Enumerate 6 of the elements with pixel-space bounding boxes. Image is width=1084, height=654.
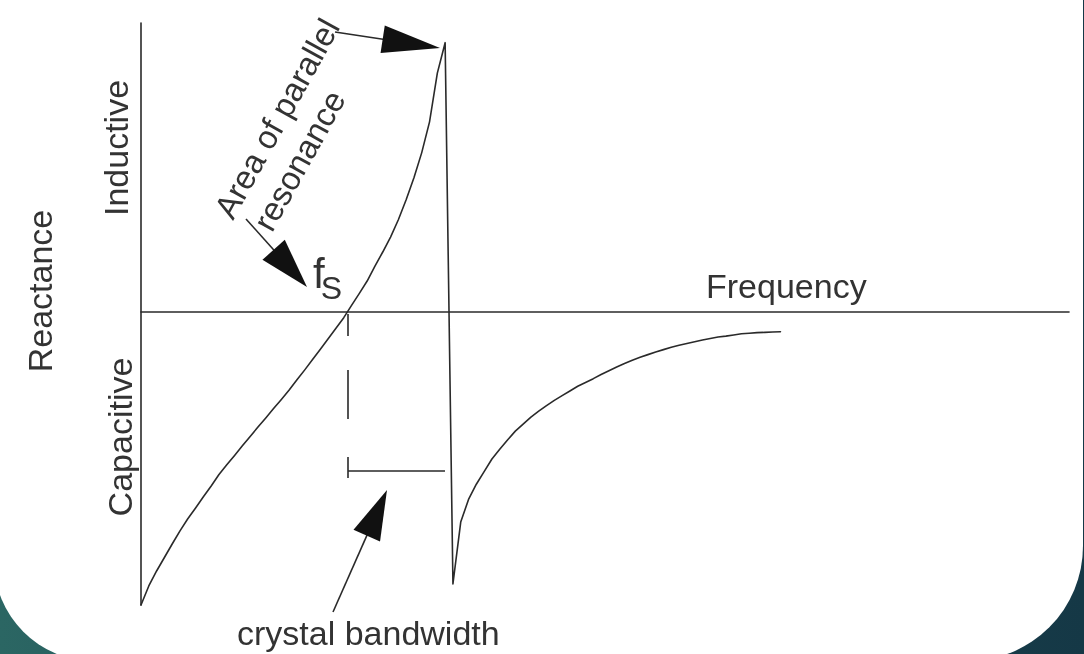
text: Inductive	[97, 79, 135, 217]
text: Capacitive	[100, 357, 139, 516]
annotation: f$_{S}$	[313, 250, 343, 306]
y-axis-title: Reactance	[21, 209, 59, 373]
x-axis-title: Frequency	[706, 267, 867, 305]
text: crystal bandwidth	[237, 614, 500, 652]
